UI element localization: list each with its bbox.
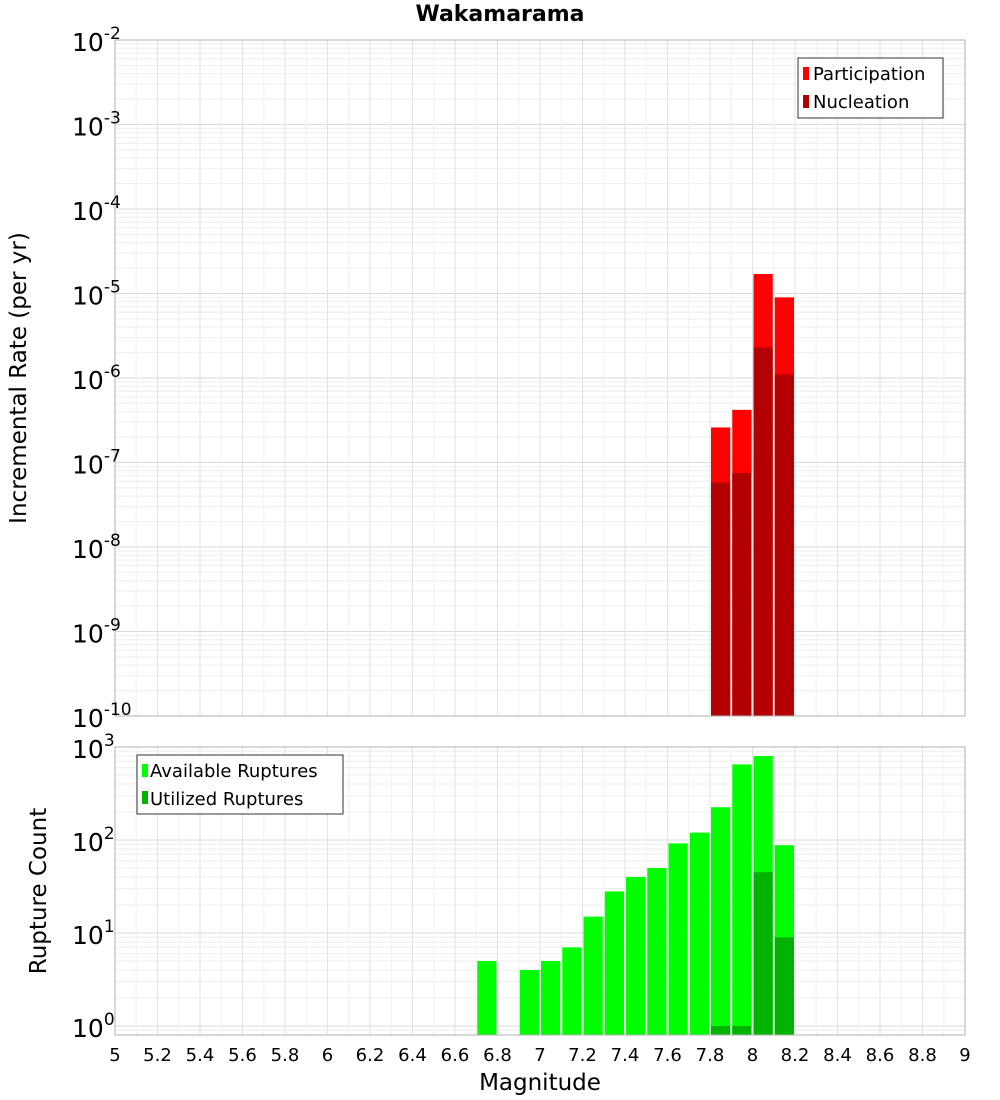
x-tick-label: 6.4: [398, 1045, 427, 1066]
count-y-axis-label: Rupture Count: [26, 808, 52, 974]
x-tick-label: 6.2: [356, 1045, 385, 1066]
bar-available-ruptures: [732, 764, 752, 1035]
x-tick-label: 7.2: [568, 1045, 597, 1066]
count-legend: Available Ruptures Utilized Ruptures: [136, 754, 344, 815]
bar-nucleation: [774, 374, 794, 716]
bar-utilized-ruptures: [711, 1025, 731, 1035]
x-tick-label: 5.6: [228, 1045, 257, 1066]
x-axis-label: Magnitude: [479, 1070, 601, 1096]
x-tick-label: 8.2: [781, 1045, 810, 1066]
y-tick-label: 10-7: [72, 447, 121, 480]
rate-panel-grid: [114, 39, 966, 717]
bar-nucleation: [753, 347, 773, 716]
bar-nucleation: [732, 473, 752, 716]
y-tick-label: 101: [72, 917, 115, 950]
rate-panel-frame: [114, 39, 966, 717]
legend-swatch-participation: [803, 67, 809, 80]
legend-label-utilized-ruptures: Utilized Ruptures: [150, 789, 303, 810]
x-tick-label: 6.8: [483, 1045, 512, 1066]
legend-swatch-nucleation: [803, 95, 809, 108]
count-legend-box: [136, 754, 344, 815]
page-title: Wakamarama: [415, 2, 585, 27]
x-tick-label: 5.8: [271, 1045, 300, 1066]
y-tick-label: 100: [72, 1010, 115, 1043]
x-tick-label: 8.8: [908, 1045, 937, 1066]
y-tick-label: 103: [72, 731, 115, 764]
rate-y-axis-label: Incremental Rate (per yr): [6, 232, 32, 524]
bar-available-ruptures: [583, 916, 603, 1035]
bar-utilized-ruptures: [753, 872, 773, 1035]
bar-utilized-ruptures: [732, 1025, 752, 1035]
y-tick-label: 10-4: [72, 193, 121, 226]
legend-label-participation: Participation: [813, 64, 925, 85]
bar-available-ruptures: [689, 832, 709, 1035]
y-tick-label: 10-3: [72, 109, 121, 142]
x-tick-label: 7: [534, 1045, 545, 1066]
y-tick-label: 10-5: [72, 278, 121, 311]
bar-available-ruptures: [519, 969, 539, 1035]
bar-nucleation: [711, 482, 731, 716]
bar-available-ruptures: [668, 843, 688, 1035]
y-tick-label: 10-2: [72, 24, 121, 57]
bar-available-ruptures: [562, 947, 582, 1035]
x-tick-label: 8.6: [866, 1045, 895, 1066]
x-tick-label: 5.4: [186, 1045, 215, 1066]
legend-swatch-utilized-ruptures: [142, 791, 148, 804]
x-tick-label: 9: [959, 1045, 970, 1066]
count-panel-bars: [477, 756, 794, 1035]
x-tick-label: 7.4: [611, 1045, 640, 1066]
x-tick-label: 5: [109, 1045, 120, 1066]
bar-available-ruptures: [711, 807, 731, 1035]
bar-available-ruptures: [604, 891, 624, 1035]
x-tick-label: 8.4: [823, 1045, 852, 1066]
x-tick-label: 8: [747, 1045, 758, 1066]
x-axis-ticks: 5 5.2 5.4 5.6 5.8 6 6.2 6.4 6.6 6.8 7 7.2 7.4 7.6 7.8 8…: [109, 1045, 970, 1066]
legend-swatch-available-ruptures: [142, 764, 148, 777]
y-tick-label: 10-6: [72, 362, 121, 395]
rate-panel-bars: [711, 274, 794, 716]
bar-utilized-ruptures: [774, 937, 794, 1035]
count-panel-frame: [114, 746, 966, 1036]
y-tick-label: 10-8: [72, 531, 121, 564]
rate-panel-y-ticks: 10-10 10-9 10-8 10-7 10-6 10-5 10-4 10-3 10-2: [72, 24, 132, 733]
bar-available-ruptures: [626, 877, 646, 1035]
y-tick-label: 10-10: [72, 700, 132, 733]
x-tick-label: 6.6: [441, 1045, 470, 1066]
rate-legend: Participation Nucleation: [797, 57, 944, 119]
bar-available-ruptures: [647, 867, 667, 1035]
x-tick-label: 7.8: [696, 1045, 725, 1066]
y-tick-label: 102: [72, 824, 115, 857]
rate-legend-box: [797, 57, 944, 119]
y-tick-label: 10-9: [72, 616, 121, 649]
x-tick-label: 6: [322, 1045, 333, 1066]
bar-available-ruptures: [477, 960, 497, 1035]
x-tick-label: 5.2: [143, 1045, 172, 1066]
count-panel-y-ticks: 100 101 102 103: [72, 731, 115, 1043]
legend-label-available-ruptures: Available Ruptures: [150, 761, 318, 782]
x-tick-label: 7.6: [653, 1045, 682, 1066]
legend-label-nucleation: Nucleation: [813, 92, 909, 113]
bar-available-ruptures: [541, 960, 561, 1035]
